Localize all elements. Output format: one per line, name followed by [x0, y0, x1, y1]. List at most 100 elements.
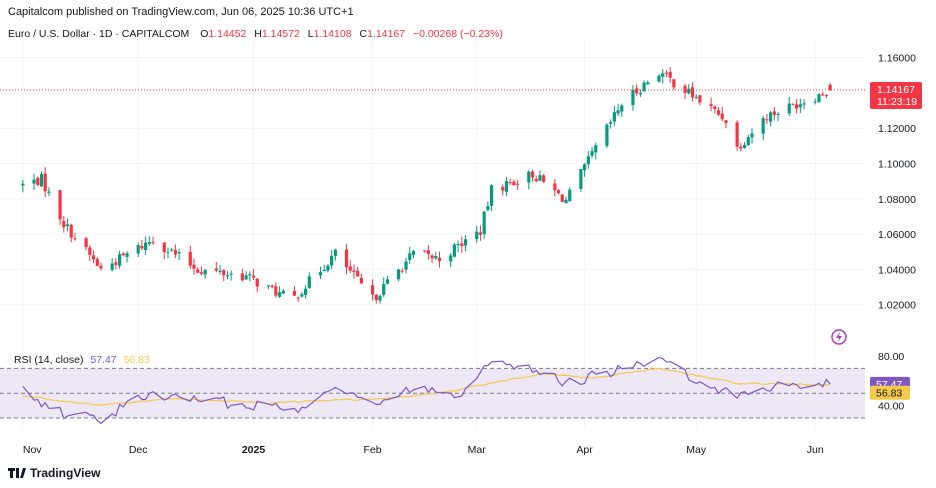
candle[interactable] — [568, 187, 572, 202]
candle[interactable] — [65, 218, 70, 232]
candle[interactable] — [173, 244, 177, 259]
candle[interactable] — [88, 245, 92, 261]
candle[interactable] — [553, 179, 557, 197]
candle[interactable] — [162, 241, 166, 260]
candle[interactable] — [277, 286, 282, 298]
candle[interactable] — [330, 250, 334, 270]
candle[interactable] — [769, 110, 773, 127]
candle[interactable] — [378, 294, 382, 304]
candle[interactable] — [322, 264, 326, 272]
candle[interactable] — [218, 264, 222, 275]
candle[interactable] — [326, 264, 330, 273]
candle[interactable] — [370, 279, 375, 301]
candle[interactable] — [248, 271, 252, 282]
candle[interactable] — [359, 273, 363, 284]
candle[interactable] — [605, 123, 609, 149]
candle[interactable] — [95, 257, 99, 267]
candle[interactable] — [147, 236, 151, 246]
candle[interactable] — [798, 98, 802, 113]
candle[interactable] — [672, 79, 676, 91]
candle[interactable] — [590, 146, 594, 159]
candle[interactable] — [664, 69, 669, 77]
candle[interactable] — [739, 142, 743, 152]
candle[interactable] — [170, 247, 174, 252]
candle[interactable] — [750, 128, 754, 144]
candle[interactable] — [140, 239, 144, 251]
candle[interactable] — [151, 236, 155, 245]
candle[interactable] — [542, 173, 546, 183]
candle[interactable] — [631, 85, 635, 111]
candle[interactable] — [62, 215, 66, 233]
candle[interactable] — [266, 285, 270, 290]
candle[interactable] — [638, 89, 642, 97]
candle[interactable] — [490, 184, 494, 212]
candle[interactable] — [244, 271, 248, 280]
candle[interactable] — [661, 68, 665, 84]
candle[interactable] — [802, 99, 806, 110]
candle[interactable] — [203, 268, 207, 279]
candle[interactable] — [612, 105, 616, 127]
candle[interactable] — [821, 91, 825, 97]
candle[interactable] — [824, 94, 828, 99]
candle[interactable] — [125, 251, 129, 263]
candle[interactable] — [58, 189, 62, 225]
candle[interactable] — [177, 248, 181, 260]
candle[interactable] — [307, 272, 311, 290]
candle[interactable] — [430, 253, 434, 264]
candle[interactable] — [84, 236, 88, 251]
candle[interactable] — [73, 232, 77, 241]
candle[interactable] — [121, 251, 125, 257]
candle[interactable] — [527, 170, 531, 190]
candle[interactable] — [270, 284, 274, 289]
candle[interactable] — [166, 247, 170, 259]
candle[interactable] — [69, 223, 73, 243]
candle[interactable] — [214, 262, 218, 273]
candle[interactable] — [746, 134, 750, 147]
candle[interactable] — [333, 248, 337, 261]
candle[interactable] — [39, 171, 44, 187]
candle[interactable] — [594, 142, 598, 160]
candle[interactable] — [344, 244, 349, 275]
lightning-icon[interactable] — [831, 329, 847, 345]
candle[interactable] — [765, 113, 769, 124]
candle[interactable] — [99, 262, 103, 271]
candle[interactable] — [229, 270, 233, 281]
candle[interactable] — [374, 294, 378, 304]
candle[interactable] — [776, 111, 780, 122]
candle[interactable] — [411, 249, 416, 259]
candle[interactable] — [304, 285, 308, 299]
candle[interactable] — [222, 269, 226, 282]
candle[interactable] — [196, 267, 200, 274]
candle[interactable] — [504, 176, 509, 197]
candle[interactable] — [452, 243, 456, 258]
candle[interactable] — [434, 251, 438, 261]
candle[interactable] — [609, 119, 613, 129]
candle[interactable] — [36, 176, 40, 187]
candle[interactable] — [348, 260, 352, 273]
candle[interactable] — [657, 74, 661, 83]
candle[interactable] — [192, 258, 196, 275]
candle[interactable] — [583, 162, 587, 177]
candle[interactable] — [716, 106, 721, 116]
candle[interactable] — [720, 106, 724, 122]
candle[interactable] — [281, 288, 285, 295]
candle[interactable] — [560, 194, 564, 203]
candle[interactable] — [463, 235, 468, 252]
candle[interactable] — [478, 225, 483, 241]
candle[interactable] — [404, 257, 408, 274]
candle[interactable] — [482, 210, 486, 239]
candle[interactable] — [501, 184, 505, 196]
candle[interactable] — [475, 226, 479, 243]
candle[interactable] — [761, 115, 765, 141]
candle[interactable] — [828, 82, 832, 92]
symbol-label[interactable]: Euro / U.S. Dollar · 1D · CAPITALCOM — [8, 28, 190, 40]
candle[interactable] — [694, 94, 698, 100]
candle[interactable] — [508, 178, 512, 185]
candle[interactable] — [110, 258, 114, 272]
candle[interactable] — [787, 96, 791, 116]
candle[interactable] — [251, 269, 256, 280]
candle[interactable] — [642, 80, 646, 92]
candle[interactable] — [43, 167, 47, 198]
candle[interactable] — [225, 270, 230, 280]
